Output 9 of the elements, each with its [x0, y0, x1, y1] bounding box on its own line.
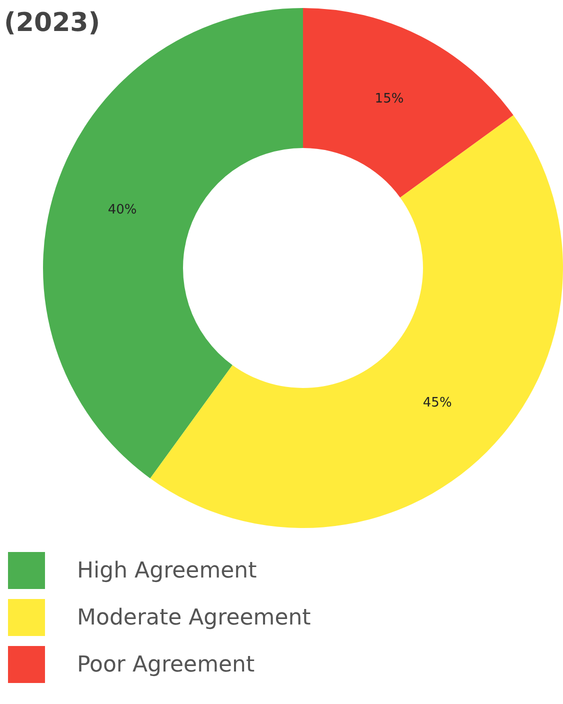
legend-label: High Agreement [77, 558, 258, 584]
data-label: 40% [108, 202, 137, 218]
donut-slice [150, 115, 563, 528]
data-label: 15% [374, 92, 404, 107]
data-label: 45% [422, 395, 452, 410]
legend-label: Moderate Agreement [77, 606, 312, 630]
legend-label: Poor Agreement [77, 652, 255, 678]
chart-title: (2023) [4, 8, 100, 38]
donut-slice [303, 8, 514, 198]
